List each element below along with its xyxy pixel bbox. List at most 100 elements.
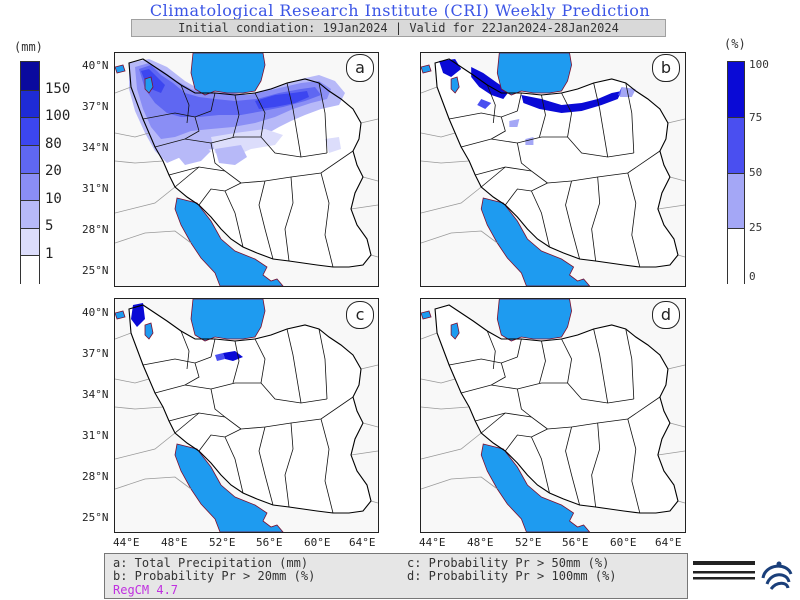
lake-urmia (450, 76, 460, 94)
country-border (128, 304, 372, 514)
precip-area (477, 99, 492, 109)
colorbar-left-label: 10 (45, 191, 62, 207)
caspian-sea (496, 53, 572, 96)
province-border (184, 116, 200, 140)
lat-label: 31°N (82, 429, 109, 442)
page-title: Climatological Research Institute (CRI) … (149, 1, 651, 20)
neighbor-border (421, 432, 482, 460)
lake-urmia (144, 76, 154, 94)
caspian-sea (496, 299, 572, 342)
neighbor-border (421, 86, 438, 94)
province-border (593, 82, 609, 158)
neighbor-border (362, 422, 378, 428)
map-d (421, 299, 685, 532)
lon-label: 64°E (349, 536, 376, 549)
precip-area (521, 91, 622, 113)
caspian-sea (190, 53, 266, 96)
province-border (531, 190, 550, 248)
province-border (461, 136, 542, 148)
neighbor-border (115, 406, 164, 410)
colorbar-segment (21, 172, 39, 202)
province-border (286, 328, 302, 404)
lon-label: 60°E (304, 536, 331, 549)
province-border (491, 116, 506, 140)
province-border (627, 418, 641, 514)
lon-label: 44°E (419, 536, 446, 549)
neighbor-border (370, 500, 378, 504)
neighbor-border (677, 254, 685, 258)
province-border (591, 422, 601, 508)
legend-box: a: Total Precipitation (mm) b: Probabili… (104, 553, 688, 599)
neighbor-border (115, 432, 176, 460)
province-border (174, 412, 200, 434)
province-border (547, 150, 661, 184)
province-border (449, 110, 518, 120)
neighbor-border (421, 476, 498, 490)
province-border (184, 362, 200, 386)
province-border (224, 190, 244, 248)
province-border (254, 92, 266, 138)
province-border (260, 136, 328, 158)
neighbor-border (657, 450, 685, 456)
province-border (565, 426, 580, 506)
lake-urmia (450, 322, 460, 340)
persian-gulf (480, 197, 591, 286)
province-border (491, 362, 506, 386)
panel-label-d: d (652, 301, 680, 329)
precip-area (131, 303, 145, 327)
neighbor-border (667, 118, 685, 124)
province-border (154, 382, 236, 394)
province-border (318, 328, 328, 400)
province-border (258, 426, 274, 506)
legend-item-a: a: Total Precipitation (mm) (113, 556, 309, 570)
province-border (539, 340, 546, 384)
colorbar-right-unit: (%) (724, 37, 746, 51)
precip-area (223, 351, 243, 361)
neighbor-border (421, 332, 438, 340)
province-border (180, 330, 190, 370)
province-border (627, 172, 641, 268)
province-border (567, 382, 634, 404)
map-panel-b (420, 52, 686, 287)
province-border (504, 182, 548, 206)
institute-logo-icon (693, 561, 793, 591)
province-border (486, 330, 496, 370)
colorbar-segment (21, 255, 39, 285)
colorbar-left-label: 1 (45, 246, 54, 262)
province-border (567, 136, 634, 158)
province-border (516, 388, 532, 418)
neighbor-border (421, 186, 482, 214)
persian-gulf (174, 443, 284, 532)
province-border (480, 166, 506, 188)
panel-label-c: c (346, 301, 374, 329)
precip-area (141, 69, 165, 93)
precip-area (215, 145, 247, 165)
colorbar-segment (21, 200, 39, 230)
neighbor-border (115, 132, 150, 138)
colorbar-left-label: 80 (45, 136, 62, 152)
lake-urmia (144, 322, 154, 340)
province-border (475, 166, 548, 184)
colorbar-left-label: 5 (45, 218, 54, 234)
province-border (180, 84, 190, 124)
neighbor-border (669, 176, 685, 182)
province-border (593, 328, 609, 404)
precip-area (225, 103, 257, 113)
province-border (154, 136, 236, 148)
province-border (210, 142, 226, 172)
province-border (232, 340, 240, 384)
lat-label: 34°N (82, 388, 109, 401)
neighbor-border (669, 422, 685, 428)
province-border (516, 142, 532, 172)
lon-label: 52°E (209, 536, 236, 549)
country-border (128, 58, 372, 268)
caspian-sea (190, 299, 266, 342)
panel-label-a: a (346, 54, 374, 82)
colorbar-right-label: 0 (749, 270, 756, 283)
neighbor-border (115, 160, 164, 164)
colorbar-right (727, 61, 745, 285)
precip-area (325, 137, 341, 153)
province-border (486, 84, 496, 124)
persian-gulf (174, 197, 284, 286)
province-border (260, 382, 328, 404)
